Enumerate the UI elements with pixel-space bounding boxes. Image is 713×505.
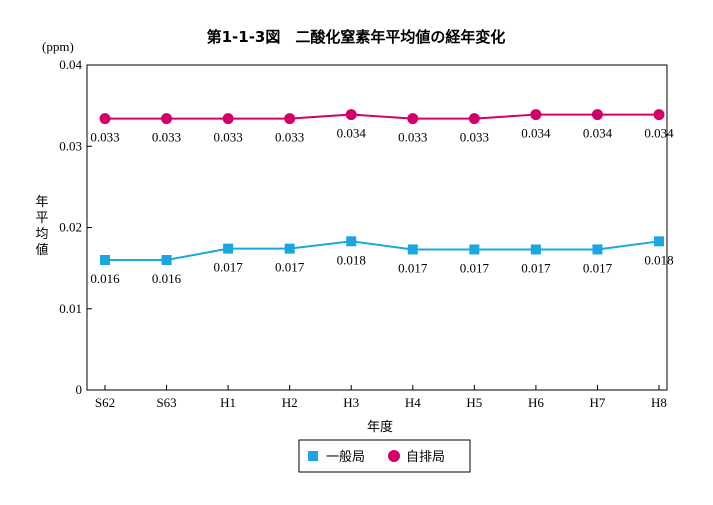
legend-label: 自排局 <box>406 450 445 465</box>
data-label: 0.016 <box>152 271 182 286</box>
data-label: 0.017 <box>521 260 551 275</box>
data-point-square <box>469 244 480 255</box>
data-point-square <box>223 243 234 254</box>
data-point-square <box>100 255 110 265</box>
data-label: 0.034 <box>337 126 367 141</box>
x-tick-label: H1 <box>220 395 236 410</box>
legend-box <box>298 439 471 473</box>
x-tick-label: H3 <box>343 395 359 410</box>
data-point-circle <box>591 109 603 121</box>
y-axis-label: 年平均値 <box>35 195 48 258</box>
data-label: 0.018 <box>644 252 673 267</box>
data-label: 0.016 <box>90 271 120 286</box>
data-point-square <box>284 243 295 254</box>
x-axis-ticks: S62 S63 H1 H2 H3 H4 H5 H6 H7 H8 <box>95 385 667 410</box>
y-tick-label: 0.02 <box>59 220 82 235</box>
legend-label: 一般局 <box>326 449 365 465</box>
data-label: 0.033 <box>275 130 304 145</box>
x-tick-label: H5 <box>466 395 482 410</box>
data-label: 0.017 <box>398 260 428 275</box>
data-point-circle <box>468 113 480 125</box>
y-tick-label: 0.03 <box>59 138 82 153</box>
x-tick-label: H6 <box>528 395 544 410</box>
data-label: 0.017 <box>460 260 490 275</box>
x-tick-label: H7 <box>589 395 605 410</box>
data-label: 0.034 <box>644 126 674 141</box>
data-label: 0.034 <box>583 126 613 141</box>
x-tick-label: S62 <box>95 395 115 410</box>
data-point-circle <box>284 113 296 125</box>
y-tick-label: 0.04 <box>59 57 82 72</box>
y-tick-label: 0.01 <box>59 301 82 316</box>
data-label: 0.017 <box>583 260 613 275</box>
series-line <box>105 240 660 261</box>
y-unit-label: (ppm) <box>42 39 74 54</box>
data-label: 0.017 <box>213 260 243 275</box>
data-point-square <box>654 236 664 247</box>
data-point-square <box>407 244 418 255</box>
y-axis-label-char: 平 <box>35 211 48 226</box>
x-axis-label: 年度 <box>367 419 393 435</box>
data-label: 0.033 <box>152 130 181 145</box>
x-tick-label: H2 <box>282 395 298 410</box>
y-axis-ticks: 0 0.01 0.02 0.03 0.04 <box>59 57 92 397</box>
data-point-circle <box>653 109 665 121</box>
data-label: 0.034 <box>521 126 551 141</box>
legend-marker-circle <box>388 450 400 462</box>
data-point-circle <box>407 113 419 125</box>
data-label: 0.017 <box>275 260 305 275</box>
legend: 一般局 自排局 <box>298 439 471 473</box>
x-tick-label: H8 <box>651 395 667 410</box>
data-point-circle <box>222 113 234 125</box>
data-label: 0.033 <box>90 130 119 145</box>
data-label: 0.033 <box>460 130 489 145</box>
x-tick-label: H4 <box>405 395 421 410</box>
data-point-square <box>161 255 172 265</box>
series-layer: 0.016 0.016 0.017 0.017 0.018 0.017 0.017 0.017… <box>90 109 674 286</box>
data-label: 0.018 <box>337 252 366 267</box>
data-point-square <box>592 244 603 255</box>
data-point-circle <box>99 113 111 125</box>
series-2: 0.033 0.033 0.033 0.033 0.034 0.033 0.033 0.034… <box>90 109 674 145</box>
chart-title: 第1-1-3図 二酸化窒素年平均値の経年変化 <box>207 28 506 46</box>
data-label: 0.033 <box>398 130 427 145</box>
y-axis-label-char: 均 <box>35 227 48 242</box>
y-axis-label-char: 値 <box>35 242 48 258</box>
data-point-circle <box>161 113 173 125</box>
data-point-circle <box>345 109 357 121</box>
data-label: 0.033 <box>213 130 242 145</box>
legend-marker-square <box>308 451 318 461</box>
y-tick-label: 0 <box>76 382 83 397</box>
data-point-square <box>530 244 541 255</box>
series-line <box>105 113 659 120</box>
data-point-square <box>346 236 357 247</box>
x-tick-label: S63 <box>156 395 176 410</box>
series-1: 0.016 0.016 0.017 0.017 0.018 0.017 0.017 0.017… <box>90 236 674 286</box>
data-point-circle <box>530 109 542 121</box>
y-axis-label-char: 年 <box>35 195 48 210</box>
